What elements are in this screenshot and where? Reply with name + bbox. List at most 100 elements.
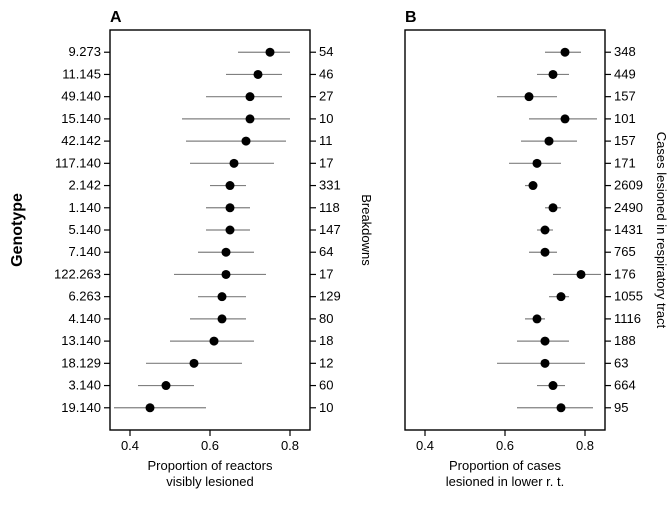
right-count-label: 12 (319, 355, 333, 370)
data-point (549, 381, 558, 390)
data-point (218, 292, 227, 301)
genotype-label: 9.273 (68, 44, 101, 59)
data-point (561, 114, 570, 123)
genotype-label: 5.140 (68, 222, 101, 237)
right-count-label: 348 (614, 44, 636, 59)
data-point (266, 48, 275, 57)
right-count-label: 664 (614, 378, 636, 393)
genotype-label: 19.140 (61, 400, 101, 415)
genotype-label: 2.142 (68, 178, 101, 193)
data-point (541, 337, 550, 346)
right-count-label: 1055 (614, 289, 643, 304)
x-tick-label: 0.8 (281, 438, 299, 453)
right-count-label: 157 (614, 89, 636, 104)
genotype-label: 18.129 (61, 355, 101, 370)
genotype-label: 4.140 (68, 311, 101, 326)
data-point (561, 48, 570, 57)
data-point (577, 270, 586, 279)
data-point (529, 181, 538, 190)
right-count-label: 2609 (614, 178, 643, 193)
right-count-label: 63 (614, 355, 628, 370)
right-axis-title: Cases lesioned in respiratory tract (654, 132, 668, 329)
x-tick-label: 0.4 (416, 438, 434, 453)
dot-chart-figure: Genotype A 0.4 0.6 0.8 Proportion of reactors… (0, 0, 668, 512)
genotype-label: 49.140 (61, 89, 101, 104)
data-point (190, 359, 199, 368)
data-point (541, 359, 550, 368)
data-point (230, 159, 239, 168)
right-count-label: 1116 (614, 311, 641, 326)
data-point (162, 381, 171, 390)
right-count-label: 449 (614, 66, 636, 81)
x-axis-label-line: visibly lesioned (166, 474, 253, 489)
panel-B: B 0.4 0.6 0.8 Proportion of caseslesioned in… (405, 9, 668, 489)
right-count-label: 27 (319, 89, 333, 104)
panel-title: B (405, 9, 417, 26)
genotype-label: 11.145 (62, 66, 101, 81)
genotype-label: 7.140 (68, 244, 101, 259)
data-point (226, 203, 235, 212)
data-point (549, 203, 558, 212)
data-point (533, 314, 542, 323)
genotype-label: 15.140 (61, 111, 101, 126)
right-axis-title: Breakdowns (359, 194, 374, 266)
right-count-label: 10 (319, 111, 333, 126)
right-count-label: 18 (319, 333, 333, 348)
right-count-label: 64 (319, 244, 333, 259)
genotype-label: 117.140 (55, 155, 101, 170)
right-count-label: 188 (614, 333, 636, 348)
right-count-label: 11 (319, 133, 333, 148)
genotype-label: 3.140 (68, 378, 101, 393)
genotype-label: 42.142 (61, 133, 101, 148)
right-count-label: 147 (319, 222, 341, 237)
right-count-label: 60 (319, 378, 333, 393)
right-count-label: 118 (319, 200, 340, 215)
right-count-label: 157 (614, 133, 636, 148)
data-point (545, 137, 554, 146)
data-point (246, 114, 255, 123)
data-point (557, 292, 566, 301)
x-tick-label: 0.6 (201, 438, 219, 453)
right-count-label: 101 (614, 111, 636, 126)
right-count-label: 95 (614, 400, 628, 415)
x-tick-label: 0.6 (496, 438, 514, 453)
right-count-label: 17 (319, 155, 333, 170)
genotype-label: 1.140 (68, 200, 101, 215)
data-point (226, 181, 235, 190)
right-count-label: 765 (614, 244, 636, 259)
x-axis-label-line: Proportion of reactors (147, 458, 273, 473)
genotype-label: 122.263 (54, 266, 101, 281)
right-count-label: 2490 (614, 200, 643, 215)
data-point (525, 92, 534, 101)
data-point (533, 159, 542, 168)
x-axis-label-line: lesioned in lower r. t. (446, 474, 565, 489)
x-axis-label-line: Proportion of cases (449, 458, 562, 473)
right-count-label: 176 (614, 266, 636, 281)
data-point (218, 314, 227, 323)
genotype-label: 13.140 (61, 333, 101, 348)
right-count-label: 10 (319, 400, 333, 415)
right-count-label: 80 (319, 311, 333, 326)
right-count-label: 17 (319, 266, 333, 281)
panel-title: A (110, 9, 122, 26)
y-axis-title: Genotype (9, 193, 26, 267)
panel-A: A 0.4 0.6 0.8 Proportion of reactorsvisibly … (54, 9, 374, 489)
data-point (226, 226, 235, 235)
data-point (210, 337, 219, 346)
x-tick-label: 0.8 (576, 438, 594, 453)
right-count-label: 171 (614, 155, 636, 170)
x-tick-label: 0.4 (121, 438, 139, 453)
right-count-label: 46 (319, 66, 333, 81)
data-point (254, 70, 263, 79)
data-point (541, 226, 550, 235)
data-point (549, 70, 558, 79)
right-count-label: 54 (319, 44, 333, 59)
data-point (222, 270, 231, 279)
right-count-label: 1431 (614, 222, 643, 237)
data-point (222, 248, 231, 257)
plot-border (405, 30, 605, 430)
data-point (242, 137, 251, 146)
data-point (246, 92, 255, 101)
right-count-label: 331 (319, 178, 341, 193)
data-point (557, 403, 566, 412)
